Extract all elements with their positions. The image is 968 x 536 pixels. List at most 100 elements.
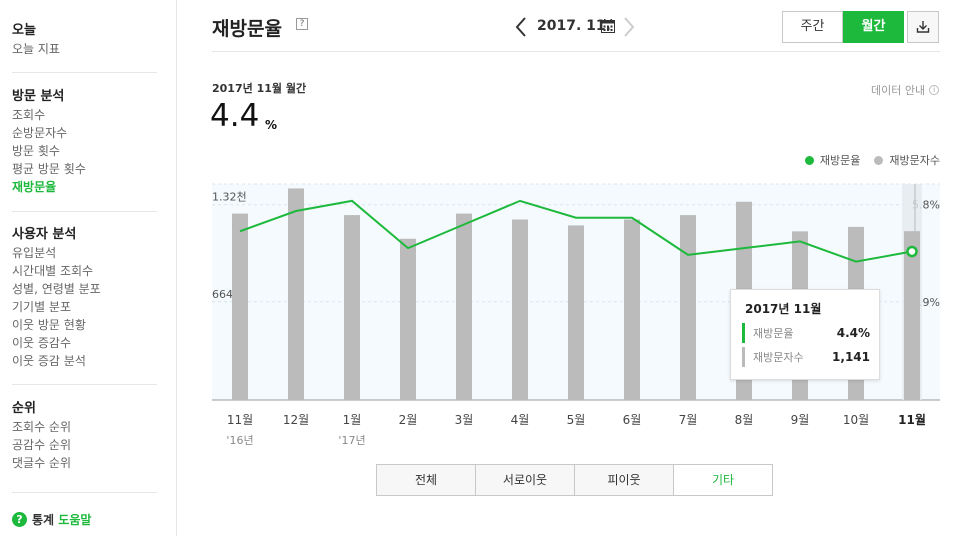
right-axis-tick-label: 2.9% (912, 296, 940, 309)
sidebar-item-hourly-views[interactable]: 시간대별 조회수 (12, 264, 94, 278)
sidebar-item-inflow[interactable]: 유입분석 (12, 246, 57, 260)
rate-line (239, 199, 913, 263)
view-toggle: 주간 월간 (782, 11, 904, 43)
x-axis-tick-label: 9월 (791, 413, 810, 427)
x-axis-tick-label: 5월 (567, 413, 586, 427)
help-link[interactable]: ? 통계 도움말 (12, 510, 91, 528)
weekly-button[interactable]: 주간 (782, 11, 843, 43)
highlight-band (902, 184, 922, 400)
bar (288, 188, 304, 400)
sidebar-section-user: 사용자 분석 유입분석 시간대별 조회수 성별, 연령별 분포 기기별 분포 이… (12, 226, 157, 370)
sidebar-divider (12, 211, 157, 212)
x-axis-tick-label: 11월 (227, 413, 253, 427)
x-axis-sublabel: '16년 (226, 434, 253, 447)
sidebar-item-today-metrics[interactable]: 오늘 지표 (12, 42, 60, 56)
help-label: 도움말 (58, 512, 92, 527)
chevron-right-icon[interactable] (621, 16, 637, 38)
tab-others[interactable]: 기타 (673, 464, 773, 496)
x-axis-tick-label: 7월 (679, 413, 698, 427)
sidebar-divider (12, 492, 157, 493)
sidebar-section-visit: 방문 분석 조회수 순방문자수 방문 횟수 평균 방문 횟수 재방문율 (12, 88, 157, 196)
summary-period-label: 2017년 11월 월간 (212, 82, 307, 95)
left-axis-tick-label: 1.32천 (212, 190, 247, 204)
left-axis-tick-label: 664 (212, 288, 233, 301)
bar (400, 238, 416, 400)
sidebar-divider (12, 72, 157, 73)
sidebar-section-today: 오늘 오늘 지표 (12, 22, 157, 58)
tooltip-row-rate: 재방문율 4.4% (742, 323, 870, 343)
x-axis-tick-label: 8월 (735, 413, 754, 427)
tooltip-label: 재방문자수 (753, 351, 804, 364)
sidebar-item-likes-rank[interactable]: 공감수 순위 (12, 438, 72, 452)
sidebar-item-unique-visitors[interactable]: 순방문자수 (12, 126, 68, 140)
sidebar-section-title: 방문 분석 (12, 89, 65, 104)
header-divider (212, 51, 940, 52)
sidebar-item-neighbor-change[interactable]: 이웃 증감수 (12, 336, 72, 350)
tab-followers[interactable]: 피이웃 (574, 464, 674, 496)
legend-item-revisitors[interactable]: 재방문자수 (874, 152, 940, 168)
bar (624, 219, 640, 400)
sidebar-divider (12, 384, 157, 385)
legend-dot-green (804, 155, 814, 165)
tooltip-marker (742, 323, 745, 343)
download-icon (916, 21, 930, 33)
chevron-left-icon[interactable] (513, 16, 529, 38)
legend-item-revisit-rate[interactable]: 재방문율 (804, 152, 860, 168)
tooltip-value: 1,141 (832, 350, 870, 364)
tab-mutual-neighbors[interactable]: 서로이웃 (475, 464, 575, 496)
right-axis-tick-label: 5.8% (912, 198, 940, 211)
x-axis-tick-label: 11월 (898, 412, 926, 427)
tooltip-title: 2017년 11월 (745, 302, 822, 316)
sidebar-item-views-rank[interactable]: 조회수 순위 (12, 420, 72, 434)
tooltip-row-count: 재방문자수 1,141 (742, 347, 870, 367)
page-title: 재방문율 (212, 18, 282, 40)
sidebar-item-revisit-rate[interactable]: 재방문율 (12, 180, 57, 194)
chart-tooltip: 2017년 11월 재방문율 4.4% 재방문자수 1,141 (730, 289, 880, 380)
sidebar-item-gender-age[interactable]: 성별, 연령별 분포 (12, 282, 101, 296)
summary-value: 4.4 (210, 98, 260, 134)
sidebar: 오늘 오늘 지표 방문 분석 조회수 순방문자수 방문 횟수 평균 방문 횟수 … (0, 0, 177, 536)
sidebar-item-comments-rank[interactable]: 댓글수 순위 (12, 456, 72, 470)
sidebar-section-ranking: 순위 조회수 순위 공감수 순위 댓글수 순위 (12, 400, 157, 472)
x-axis-sublabel: '17년 (338, 434, 365, 447)
bar (680, 215, 696, 400)
bar (344, 215, 360, 400)
tooltip-marker (742, 347, 745, 367)
sidebar-item-views[interactable]: 조회수 (12, 108, 46, 122)
help-icon: ? (12, 511, 27, 527)
x-axis-tick-label: 6월 (623, 413, 642, 427)
bar (512, 219, 528, 400)
monthly-button[interactable]: 월간 (843, 11, 904, 43)
sidebar-section-title: 순위 (12, 401, 36, 416)
legend-label: 재방문자수 (889, 154, 940, 167)
info-icon: i (929, 85, 940, 95)
bar (456, 213, 472, 400)
sidebar-item-device[interactable]: 기기별 분포 (12, 300, 72, 314)
legend-dot-gray (874, 155, 884, 165)
data-guide-link[interactable]: 데이터 안내 i (871, 82, 940, 98)
help-prefix: 통계 (32, 512, 55, 527)
sidebar-item-avg-visit-count[interactable]: 평균 방문 횟수 (12, 162, 86, 176)
x-axis-tick-label: 3월 (455, 413, 474, 427)
period-display: 2017. 11. (537, 18, 611, 34)
chart-legend: 재방문율 재방문자수 (791, 152, 940, 168)
tab-all[interactable]: 전체 (376, 464, 476, 496)
rate-point (906, 245, 918, 258)
tooltip-label: 재방문율 (753, 327, 794, 340)
sidebar-item-visit-count[interactable]: 방문 횟수 (12, 144, 60, 158)
calendar-icon[interactable] (601, 19, 615, 33)
filter-tabs: 전체 서로이웃 피이웃 기타 (376, 464, 773, 496)
bar (232, 213, 248, 400)
sidebar-section-title: 사용자 분석 (12, 227, 77, 242)
x-axis-tick-label: 1월 (343, 413, 362, 427)
data-guide-label: 데이터 안내 (871, 84, 926, 97)
question-icon[interactable]: ? (296, 18, 308, 30)
summary-unit: % (265, 118, 278, 132)
sidebar-item-neighbor-visits[interactable]: 이웃 방문 현황 (12, 318, 86, 332)
tooltip-value: 4.4% (836, 326, 870, 340)
x-axis-tick-label: 12월 (283, 413, 309, 427)
sidebar-item-neighbor-analysis[interactable]: 이웃 증감 분석 (12, 354, 86, 368)
sidebar-section-title: 오늘 (12, 23, 36, 38)
x-axis-tick-label: 10월 (843, 413, 869, 427)
download-button[interactable] (907, 11, 939, 43)
